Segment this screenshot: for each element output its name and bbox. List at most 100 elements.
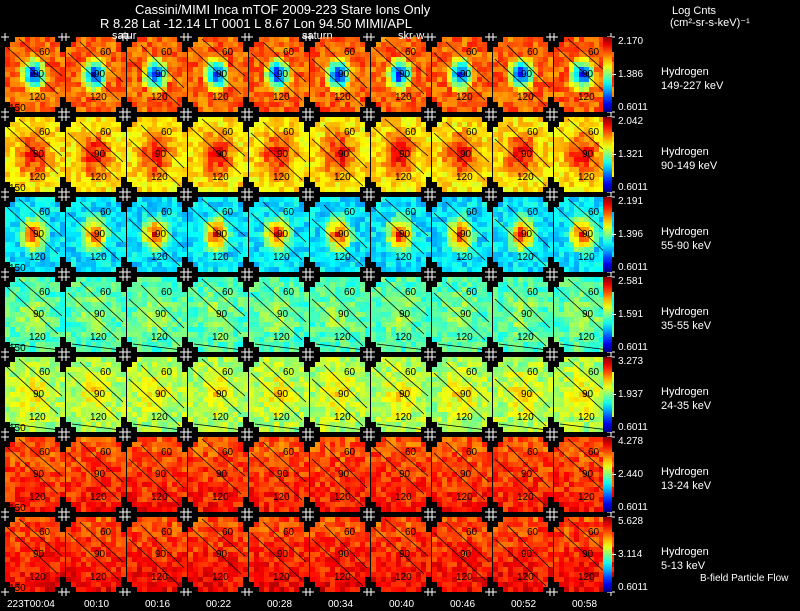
row-energy-label: 35-55 keV [661,320,711,333]
row-energy-label: 5-13 keV [661,560,705,573]
angle-label: 90 [460,309,472,320]
angle-label: 60 [466,47,478,58]
angle-label: 60 [100,127,112,138]
footer-note: B-field Particle Flow [700,573,788,585]
angle-label: 90 [33,469,45,480]
angle-label: 90 [582,69,594,80]
angle-label: 60 [222,287,234,298]
time-label: 00:52 [511,599,536,611]
angle-label: 120 [578,252,595,263]
time-label: 00:58 [572,599,597,611]
angle-label: 120 [334,332,351,343]
angle-label: 90 [94,229,106,240]
angle-label: 90 [155,389,167,400]
angle-label: 90 [460,389,472,400]
angle-label: 60 [588,207,600,218]
angle-label: 90 [521,229,533,240]
angle-label: 60 [222,447,234,458]
colorbar-min: 0.6011 [618,343,648,353]
angle-label: 60 [161,287,173,298]
angle-label: 60 [283,287,295,298]
colorbar [603,437,612,512]
angle-label: 90 [460,469,472,480]
angle-label: 90 [94,389,106,400]
angle-label: 90 [460,69,472,80]
angle-label: 90 [582,389,594,400]
angle-label: 60 [588,367,600,378]
colorbar-max: 5.628 [618,517,643,527]
angle-label: 60 [283,367,295,378]
row-species-label: Hydrogen [661,466,709,479]
angle-label: 60 [344,127,356,138]
angle-label: 120 [517,412,534,423]
angle-label: 60 [39,527,51,538]
angle-label: 120 [334,572,351,583]
angle-label: 120 [395,572,412,583]
colorbar-max: 2.042 [618,117,643,127]
colorbar [603,277,612,352]
angle-label: 60 [222,47,234,58]
angle-label: 90 [399,309,411,320]
angle-label: 120 [456,252,473,263]
angle-label: 120 [212,492,229,503]
angle-label: 90 [521,149,533,160]
angle-label: 120 [151,92,168,103]
angle-label: 90 [521,69,533,80]
angle-label: 60 [100,447,112,458]
angle-label: 60 [100,47,112,58]
angle-label: 60 [100,527,112,538]
angle-label: 120 [395,412,412,423]
angle-label: 90 [216,149,228,160]
angle-label: 60 [39,447,51,458]
angle-label: 120 [517,492,534,503]
angle-label: 60 [344,447,356,458]
angle-label: 120 [273,572,290,583]
angle-label: 90 [94,469,106,480]
angle-label: 60 [405,287,417,298]
angle-label: 60 [588,527,600,538]
colorbar [603,197,612,272]
colorbar [603,37,612,112]
panel-sublabel: satur [112,30,136,42]
time-label: 00:16 [145,599,170,611]
angle-label: 120 [273,332,290,343]
colorbar-min: 0.6011 [618,263,648,273]
angle-label: 60 [344,287,356,298]
angle-label: 60 [161,127,173,138]
angle-label: 60 [283,447,295,458]
angle-label: 90 [216,69,228,80]
colorbar-max: 2.191 [618,197,643,207]
angle-label: 120 [578,492,595,503]
angle-label: 120 [273,492,290,503]
angle-label: 90 [94,69,106,80]
angle-label: 120 [395,492,412,503]
angle-label: 60 [466,207,478,218]
angle-label: 120 [456,92,473,103]
angle-label: 90 [338,229,350,240]
colorbar-min: 0.6011 [618,503,648,513]
angle-label: 120 [334,172,351,183]
angle-label: 60 [527,527,539,538]
angle-label: 120 [273,252,290,263]
angle-label: 90 [338,69,350,80]
angle-label: 120 [578,412,595,423]
angle-label: 60 [39,287,51,298]
row-species-label: Hydrogen [661,546,709,559]
angle-label: 90 [521,309,533,320]
angle-label: 120 [29,412,46,423]
angle-label: 120 [517,252,534,263]
angle-label: 60 [39,47,51,58]
row-species-label: Hydrogen [661,66,709,79]
angle-label: 90 [277,549,289,560]
angle-label: 120 [212,412,229,423]
angle-label: 90 [582,149,594,160]
angle-label: 150 [9,503,26,514]
angle-label: 120 [273,172,290,183]
angle-label: 60 [39,367,51,378]
angle-label: 120 [29,332,46,343]
angle-label: 60 [405,367,417,378]
angle-label: 60 [466,527,478,538]
angle-label: 90 [33,149,45,160]
colorbar-unit: (cm²-sr-s-keV)⁻¹ [670,17,750,29]
angle-label: 60 [588,447,600,458]
